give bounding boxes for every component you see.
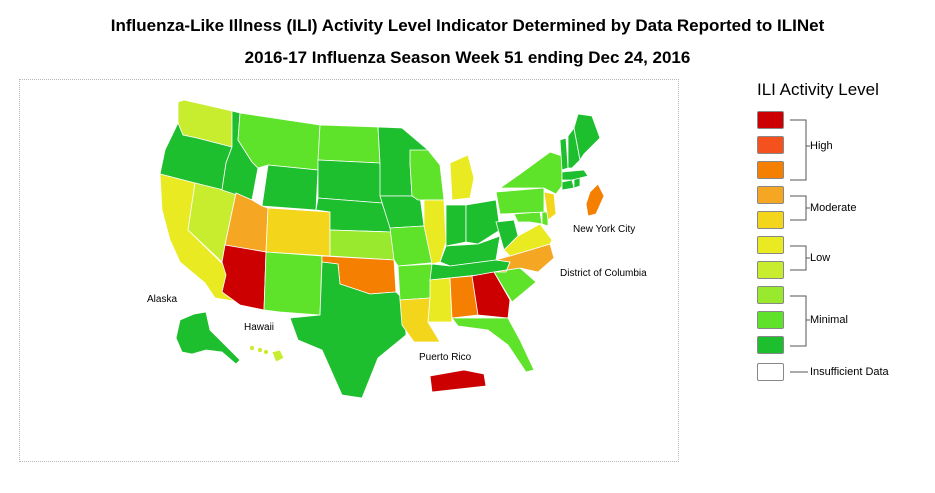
state-new-jersey[interactable] [543, 191, 557, 221]
legend-swatch-level-2 [757, 311, 784, 329]
territory-district-of-columbia[interactable] [589, 242, 607, 265]
label-hawaii: Hawaii [244, 322, 275, 333]
legend-swatch-insufficient-data [757, 363, 784, 381]
state-indiana[interactable] [445, 204, 467, 247]
state-maryland[interactable] [513, 211, 543, 225]
legend-label-low: Low [810, 252, 831, 264]
state-michigan[interactable] [449, 154, 475, 201]
state-new-hampshire[interactable] [567, 127, 581, 169]
state-new-mexico[interactable] [263, 251, 323, 316]
state-wyoming[interactable] [261, 164, 319, 211]
map-title: Influenza-Like Illness (ILI) Activity Le… [110, 16, 825, 35]
state-virginia[interactable] [503, 223, 553, 257]
state-delaware[interactable] [541, 211, 549, 227]
label-alaska: Alaska [147, 294, 178, 305]
legend-label-insufficient-data: Insufficient Data [810, 366, 889, 378]
legend-swatch-level-9 [757, 136, 784, 154]
map-subtitle: 2016-17 Influenza Season Week 51 ending … [244, 48, 691, 67]
legend-label-moderate: Moderate [810, 202, 857, 214]
legend-brackets [790, 119, 810, 373]
state-ohio[interactable] [465, 199, 501, 245]
state-hawaii[interactable] [249, 345, 285, 363]
territory-puerto-rico[interactable] [429, 369, 487, 393]
state-north-dakota[interactable] [317, 124, 381, 164]
legend-swatch-level-3 [757, 286, 784, 304]
state-kansas[interactable] [329, 229, 395, 261]
state-new-york[interactable] [498, 151, 563, 195]
state-pennsylvania[interactable] [495, 187, 545, 215]
legend-swatch-level-8 [757, 161, 784, 179]
territory-new-york-city[interactable] [585, 183, 605, 217]
state-mississippi[interactable] [427, 277, 453, 323]
state-alaska[interactable] [175, 311, 241, 365]
state-colorado[interactable] [265, 207, 331, 257]
legend-swatch-level-10 [757, 111, 784, 129]
state-wisconsin[interactable] [409, 149, 445, 201]
state-texas[interactable] [289, 261, 407, 399]
map-frame [19, 79, 679, 462]
label-district-of-columbia: District of Columbia [560, 268, 647, 279]
label-new-york-city: New York City [573, 224, 636, 235]
state-maine[interactable] [573, 113, 601, 162]
state-connecticut[interactable] [561, 179, 575, 191]
legend-swatch-level-4 [757, 261, 784, 279]
legend-title: ILI Activity Level [757, 80, 879, 99]
legend-swatch-level-1 [757, 336, 784, 354]
state-arkansas[interactable] [397, 263, 433, 301]
legend-label-high: High [810, 140, 833, 152]
legend-label-minimal: Minimal [810, 314, 848, 326]
state-north-carolina[interactable] [493, 243, 555, 273]
state-south-dakota[interactable] [317, 159, 383, 204]
label-puerto-rico: Puerto Rico [419, 352, 472, 363]
legend-swatch-level-7 [757, 186, 784, 204]
state-florida[interactable] [451, 317, 535, 373]
legend-swatch-level-6 [757, 211, 784, 229]
legend-swatch-level-5 [757, 236, 784, 254]
state-massachusetts[interactable] [561, 169, 589, 181]
